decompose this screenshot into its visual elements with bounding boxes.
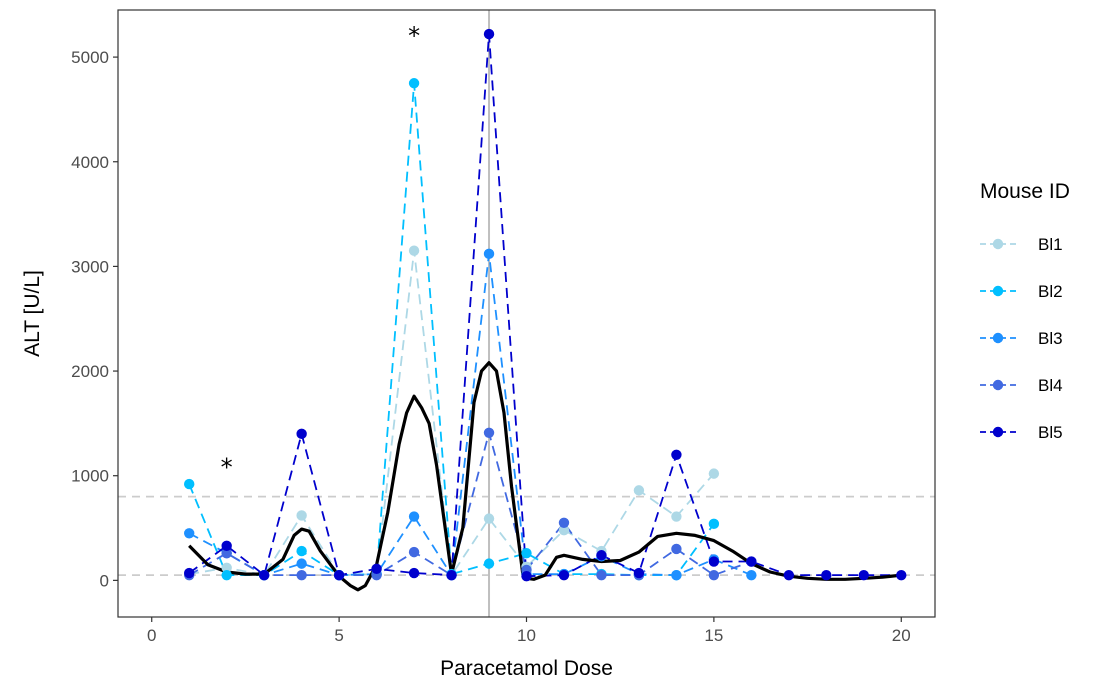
data-point-bl2 xyxy=(708,518,720,530)
legend-key-point xyxy=(992,426,1004,438)
data-point-bl3 xyxy=(184,528,195,539)
series-line-bl1 xyxy=(189,250,715,578)
significance-marker: * xyxy=(221,453,233,481)
data-point-bl5 xyxy=(821,569,832,581)
data-point-bl4 xyxy=(483,427,495,439)
data-point-bl5 xyxy=(296,428,307,440)
data-point-bl4 xyxy=(671,543,682,555)
data-point-bl5 xyxy=(371,563,382,575)
data-point-bl1 xyxy=(633,485,645,496)
legend-label: Bl4 xyxy=(1038,376,1063,395)
data-point-bl1 xyxy=(221,562,232,574)
data-point-bl4 xyxy=(558,517,570,529)
data-point-bl5 xyxy=(671,449,682,460)
y-tick-label: 2000 xyxy=(71,362,109,381)
plot-area: ** xyxy=(118,10,935,617)
y-tick-label: 0 xyxy=(100,571,109,590)
legend-label: Bl2 xyxy=(1038,282,1063,301)
data-point-bl2 xyxy=(184,478,195,490)
smooth-trend-line xyxy=(188,361,902,592)
data-point-bl1 xyxy=(296,510,307,521)
data-point-bl2 xyxy=(221,569,232,581)
data-point-bl2 xyxy=(483,558,495,569)
data-point-bl1 xyxy=(708,468,720,479)
data-point-bl5 xyxy=(521,570,532,582)
series-line-bl4 xyxy=(188,429,752,577)
significance-marker: * xyxy=(408,22,420,50)
legend-title: Mouse ID xyxy=(980,180,1070,203)
y-axis-label: ALT [U/L] xyxy=(21,270,44,357)
data-point-bl2 xyxy=(521,547,532,559)
data-point-bl5 xyxy=(633,567,645,579)
data-point-bl1 xyxy=(408,245,420,256)
data-point-bl3 xyxy=(671,569,682,581)
x-tick-label: 5 xyxy=(334,626,343,645)
data-point-bl1 xyxy=(671,511,682,522)
x-tick-label: 20 xyxy=(892,626,911,645)
data-point-bl5 xyxy=(708,556,720,567)
legend-key-point xyxy=(992,285,1004,297)
data-point-bl5 xyxy=(596,550,607,561)
data-point-bl3 xyxy=(483,248,495,260)
data-point-bl4 xyxy=(296,569,307,581)
x-axis-label: Paracetamol Dose xyxy=(440,657,613,680)
x-tick-label: 10 xyxy=(517,626,536,645)
data-point-bl4 xyxy=(221,547,232,559)
data-point-bl5 xyxy=(258,569,270,581)
data-point-bl5 xyxy=(221,540,232,552)
legend: Mouse ID Bl1 Bl2 Bl3 Bl4 Bl5 xyxy=(980,180,1070,442)
data-point-bl5 xyxy=(783,569,795,581)
legend-label: Bl1 xyxy=(1038,235,1063,254)
y-tick-label: 5000 xyxy=(71,48,109,67)
legend-label: Bl5 xyxy=(1038,423,1063,442)
data-point-bl5 xyxy=(558,569,570,581)
y-tick-label: 4000 xyxy=(71,153,109,172)
data-point-bl4 xyxy=(408,546,420,558)
data-point-bl5 xyxy=(483,28,495,40)
x-axis: 0 5 10 15 20 xyxy=(147,617,911,645)
x-tick-label: 0 xyxy=(147,626,156,645)
x-tick-label: 15 xyxy=(704,626,723,645)
data-point-bl5 xyxy=(896,569,907,581)
data-point-bl3 xyxy=(746,569,757,581)
y-tick-label: 3000 xyxy=(71,257,109,276)
data-point-bl5 xyxy=(446,569,457,581)
data-point-bl3 xyxy=(296,558,307,569)
y-axis: 0 1000 2000 3000 4000 5000 xyxy=(71,48,118,590)
data-point-bl1 xyxy=(558,524,570,536)
data-point-bl5 xyxy=(858,569,869,581)
data-point-bl5 xyxy=(408,567,420,579)
data-point-bl5 xyxy=(333,569,345,581)
data-point-bl2 xyxy=(296,545,307,557)
y-tick-label: 1000 xyxy=(71,467,109,486)
legend-label: Bl3 xyxy=(1038,329,1063,348)
data-point-bl2 xyxy=(408,78,420,89)
data-point-bl4 xyxy=(708,569,720,581)
data-point-bl5 xyxy=(746,556,757,567)
legend-key-point xyxy=(992,238,1004,250)
data-point-bl3 xyxy=(408,511,420,522)
data-point-bl1 xyxy=(483,513,495,524)
data-point-bl4 xyxy=(596,569,607,581)
legend-key-point xyxy=(992,379,1004,391)
series-line-bl3 xyxy=(188,253,752,578)
legend-key-point xyxy=(992,332,1004,344)
data-point-bl5 xyxy=(184,567,195,579)
